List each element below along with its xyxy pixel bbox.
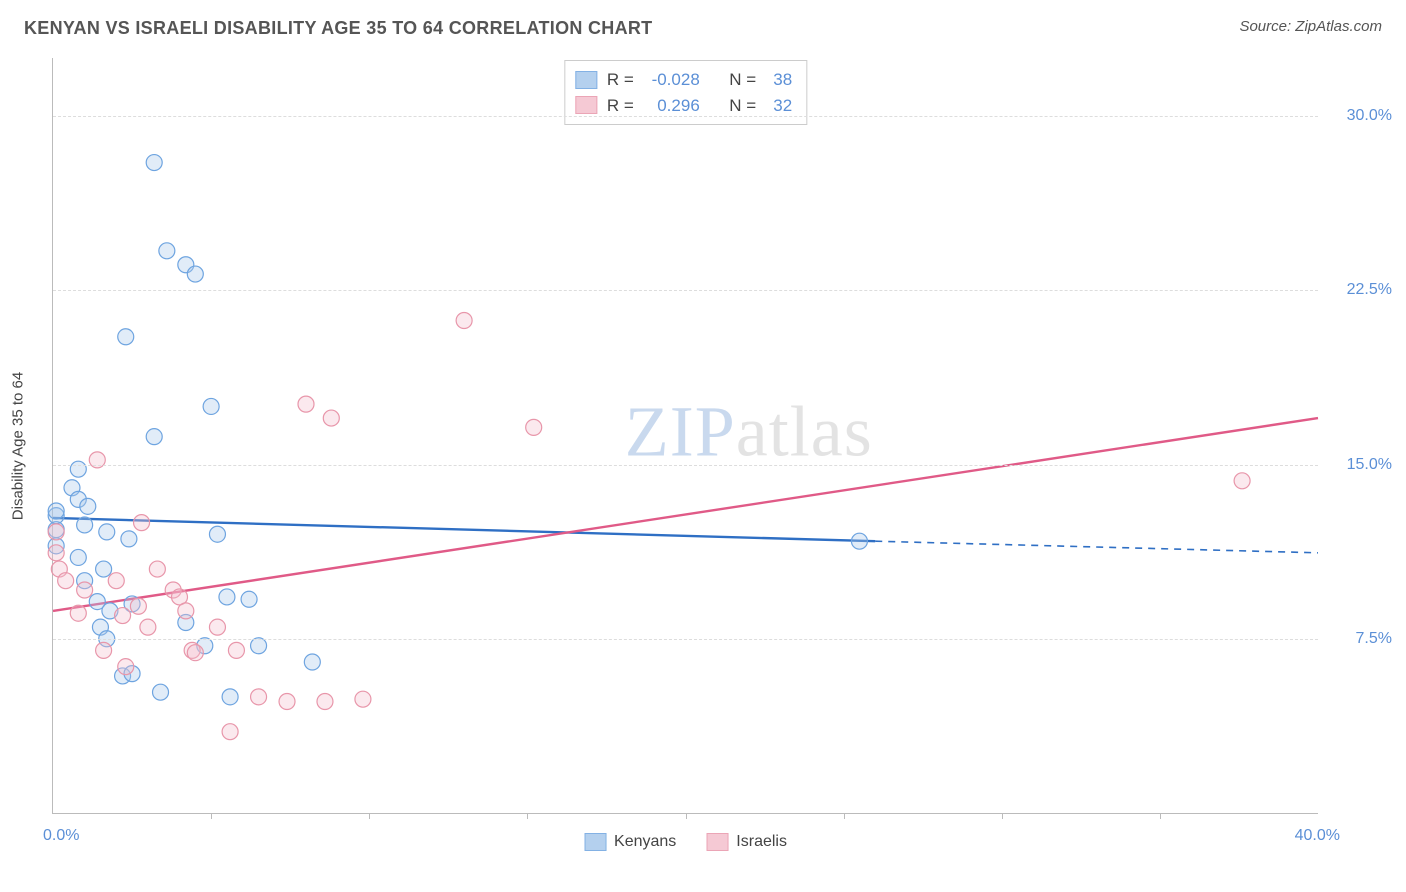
data-point bbox=[80, 498, 96, 514]
data-point bbox=[70, 549, 86, 565]
gridline bbox=[53, 290, 1318, 291]
data-point bbox=[1234, 473, 1250, 489]
data-point bbox=[149, 561, 165, 577]
x-tick bbox=[369, 813, 370, 819]
data-point bbox=[456, 313, 472, 329]
stat-r-value: 0.296 bbox=[644, 93, 700, 119]
stat-r-label: R = bbox=[607, 93, 634, 119]
x-tick bbox=[686, 813, 687, 819]
bottom-legend: Kenyans Israelis bbox=[584, 833, 787, 851]
regression-line bbox=[53, 518, 875, 541]
legend-item: Kenyans bbox=[584, 833, 676, 851]
data-point bbox=[121, 531, 137, 547]
data-point bbox=[851, 533, 867, 549]
chart-plot-area: ZIPatlas R =-0.028 N =38R =0.296 N =32 0… bbox=[52, 58, 1318, 814]
stat-n-value: 38 bbox=[766, 67, 792, 93]
data-point bbox=[209, 526, 225, 542]
stat-r-value: -0.028 bbox=[644, 67, 700, 93]
data-point bbox=[209, 619, 225, 635]
data-point bbox=[146, 155, 162, 171]
stats-legend-row: R = -0.028 N = 38 bbox=[575, 67, 792, 93]
gridline bbox=[53, 465, 1318, 466]
data-point bbox=[251, 689, 267, 705]
legend-swatch bbox=[575, 96, 597, 114]
data-point bbox=[323, 410, 339, 426]
chart-title: KENYAN VS ISRAELI DISABILITY AGE 35 TO 6… bbox=[24, 18, 652, 39]
data-point bbox=[298, 396, 314, 412]
data-point bbox=[140, 619, 156, 635]
x-axis-min-label: 0.0% bbox=[43, 827, 79, 845]
data-point bbox=[134, 515, 150, 531]
data-point bbox=[118, 329, 134, 345]
data-point bbox=[99, 524, 115, 540]
data-point bbox=[355, 691, 371, 707]
data-point bbox=[146, 429, 162, 445]
y-tick-label: 22.5% bbox=[1328, 281, 1392, 299]
stat-r-label: R = bbox=[607, 67, 634, 93]
x-tick bbox=[1002, 813, 1003, 819]
legend-item: Israelis bbox=[706, 833, 787, 851]
data-point bbox=[115, 608, 131, 624]
x-axis-max-label: 40.0% bbox=[1295, 827, 1340, 845]
data-point bbox=[77, 582, 93, 598]
legend-label: Israelis bbox=[736, 833, 787, 851]
data-point bbox=[58, 573, 74, 589]
data-point bbox=[130, 598, 146, 614]
stat-n-label: N = bbox=[729, 93, 756, 119]
data-point bbox=[317, 693, 333, 709]
data-point bbox=[222, 689, 238, 705]
x-tick bbox=[1160, 813, 1161, 819]
scatter-plot-svg bbox=[53, 58, 1318, 813]
y-tick-label: 15.0% bbox=[1328, 456, 1392, 474]
x-tick bbox=[211, 813, 212, 819]
data-point bbox=[77, 517, 93, 533]
y-tick-label: 30.0% bbox=[1328, 107, 1392, 125]
data-point bbox=[222, 724, 238, 740]
data-point bbox=[48, 524, 64, 540]
data-point bbox=[70, 605, 86, 621]
data-point bbox=[96, 561, 112, 577]
data-point bbox=[219, 589, 235, 605]
x-tick bbox=[527, 813, 528, 819]
data-point bbox=[526, 419, 542, 435]
source-label: Source: ZipAtlas.com bbox=[1239, 18, 1382, 35]
data-point bbox=[108, 573, 124, 589]
data-point bbox=[118, 659, 134, 675]
data-point bbox=[159, 243, 175, 259]
data-point bbox=[304, 654, 320, 670]
regression-line bbox=[53, 418, 1318, 611]
data-point bbox=[153, 684, 169, 700]
data-point bbox=[251, 638, 267, 654]
data-point bbox=[279, 693, 295, 709]
stat-n-label: N = bbox=[729, 67, 756, 93]
gridline bbox=[53, 116, 1318, 117]
data-point bbox=[203, 398, 219, 414]
gridline bbox=[53, 639, 1318, 640]
legend-label: Kenyans bbox=[614, 833, 676, 851]
x-tick bbox=[844, 813, 845, 819]
data-point bbox=[187, 266, 203, 282]
legend-swatch bbox=[706, 833, 728, 851]
data-point bbox=[96, 642, 112, 658]
stat-n-value: 32 bbox=[766, 93, 792, 119]
data-point bbox=[187, 645, 203, 661]
data-point bbox=[241, 591, 257, 607]
stats-legend-row: R = 0.296 N = 32 bbox=[575, 93, 792, 119]
y-axis-label: Disability Age 35 to 64 bbox=[10, 372, 27, 520]
legend-swatch bbox=[584, 833, 606, 851]
y-tick-label: 7.5% bbox=[1328, 630, 1392, 648]
regression-line-dashed bbox=[875, 541, 1318, 553]
data-point bbox=[48, 503, 64, 519]
data-point bbox=[178, 603, 194, 619]
data-point bbox=[48, 545, 64, 561]
legend-swatch bbox=[575, 71, 597, 89]
data-point bbox=[228, 642, 244, 658]
